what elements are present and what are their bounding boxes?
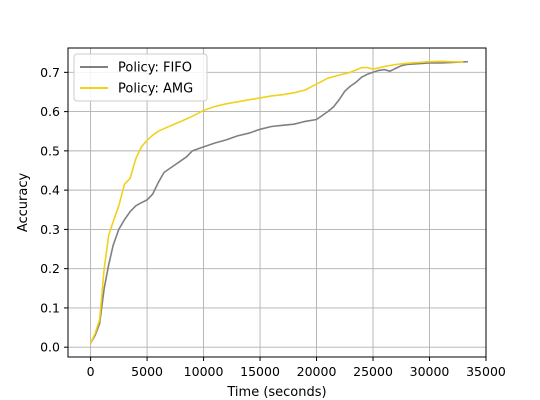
legend-label-fifo: Policy: FIFO [118,61,192,76]
x-tick-label: 35000 [466,364,506,379]
series-line-amg [89,60,464,344]
x-tick-label: 20000 [297,364,337,379]
series-lines [89,60,468,344]
y-tick-label: 0.3 [40,222,60,237]
plot-frame [67,47,487,358]
y-tick-label: 0.0 [40,340,60,355]
x-tick-label: 0 [87,364,95,379]
y-tick-label: 0.4 [40,183,60,198]
legend-box [73,53,208,102]
y-axis-label: Accuracy [16,173,31,233]
y-tick-label: 0.7 [40,65,60,80]
legend-label-amg: Policy: AMG [118,82,193,97]
x-tick-label: 15000 [240,364,280,379]
y-tick-label: 0.5 [40,143,60,158]
x-tick-label: 30000 [410,364,450,379]
x-tick-label: 5000 [131,364,163,379]
axis-ticks: 0 5000 10000 15000 20000 25000 30000 35000 0.0 0.… [40,65,506,379]
y-tick-label: 0.1 [40,300,60,315]
x-tick-label: 10000 [184,364,224,379]
y-tick-label: 0.2 [40,261,60,276]
series-line-fifo [89,60,468,344]
x-tick-label: 25000 [353,364,393,379]
legend: Policy: FIFO Policy: AMG [73,53,208,102]
x-axis-label: Time (seconds) [226,385,326,400]
y-tick-label: 0.6 [40,104,60,119]
